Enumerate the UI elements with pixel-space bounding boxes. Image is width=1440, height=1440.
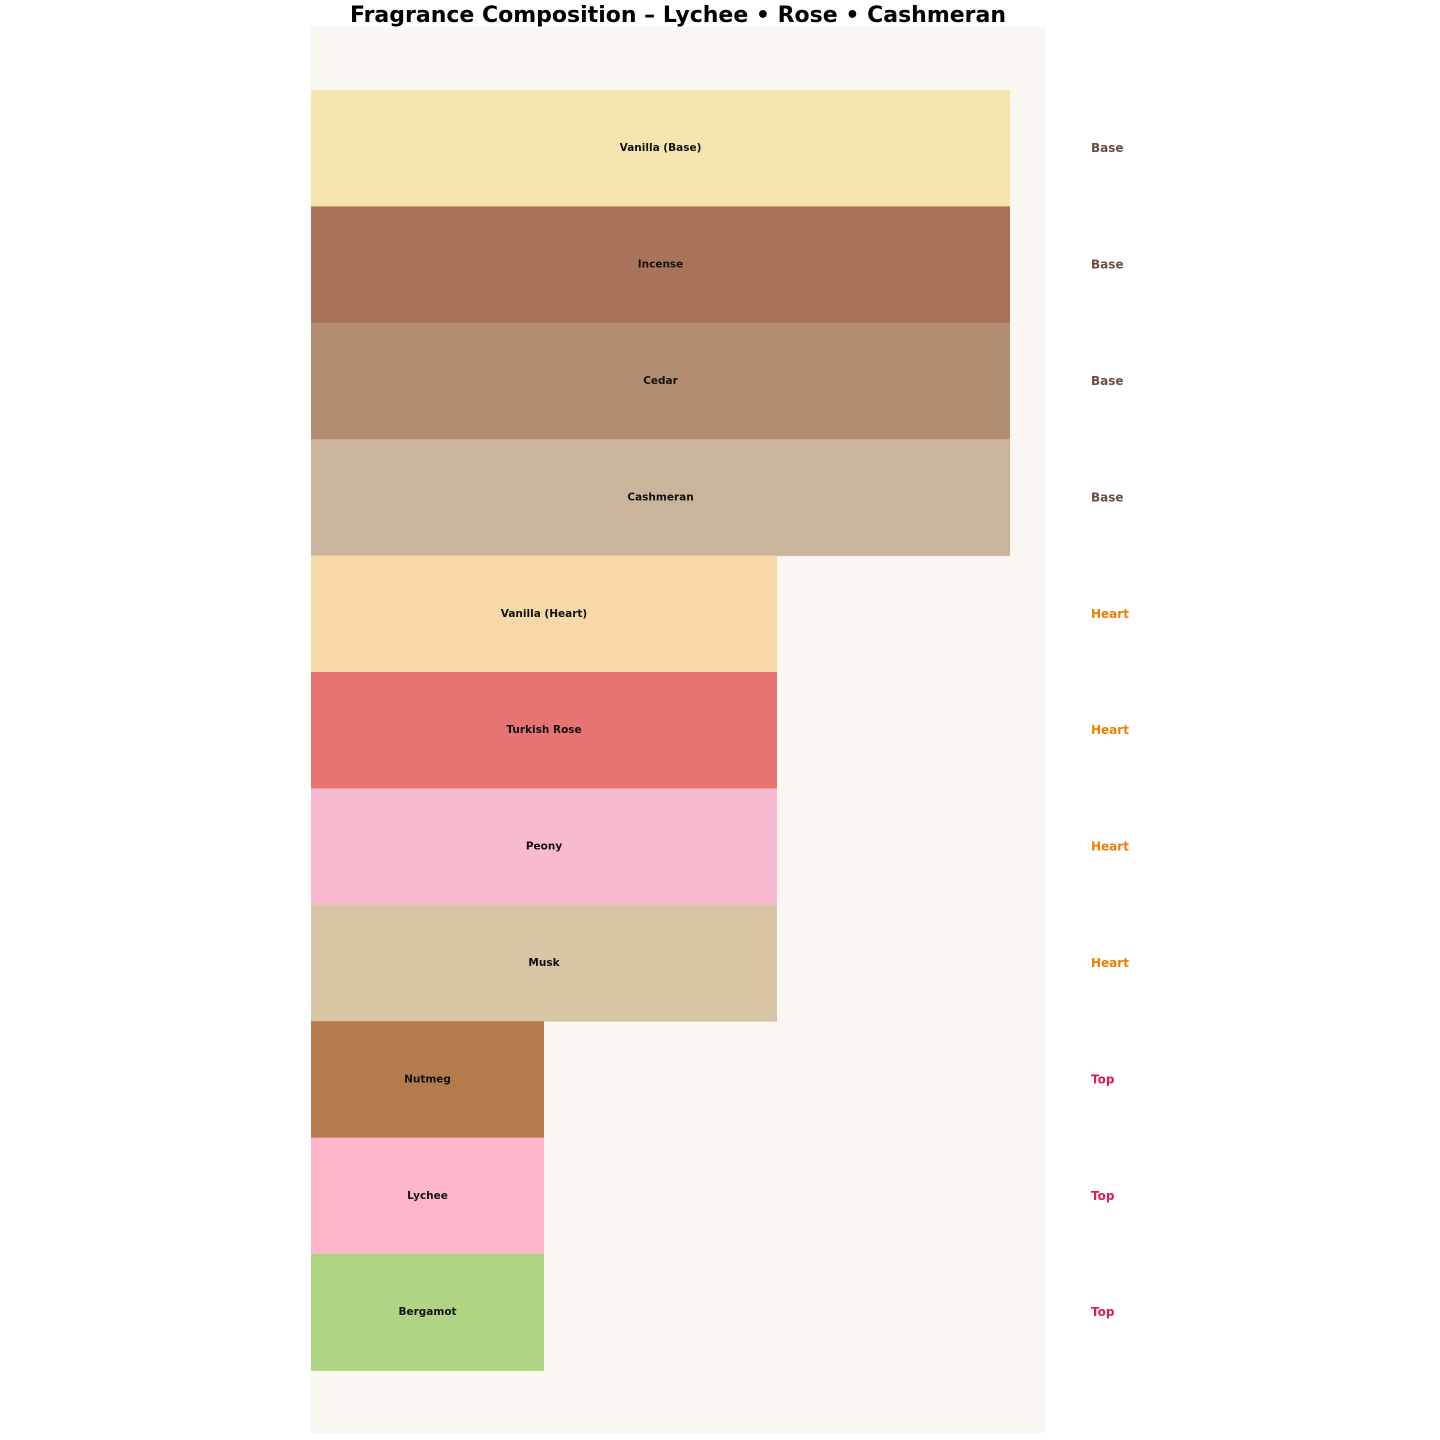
bar-incense [311, 206, 1011, 324]
bar-label-vanilla-heart: Vanilla (Heart) [501, 608, 587, 620]
layer-label-base: Base [1091, 258, 1124, 272]
bar-label-musk: Musk [528, 957, 560, 969]
layer-label-base: Base [1091, 141, 1124, 155]
bar-vanilla-base [311, 90, 1011, 207]
layer-label-base: Base [1091, 374, 1124, 388]
bar-label-nutmeg: Nutmeg [404, 1073, 451, 1085]
layer-label-top: Top [1091, 1189, 1115, 1203]
bar-cedar [311, 322, 1011, 440]
layer-label-heart: Heart [1091, 607, 1129, 621]
bar-labels-group: Vanilla (Base) Incense Cedar Cashmeran Vanil… [398, 142, 701, 1318]
bar-lychee [311, 1137, 545, 1255]
layer-labels-group: Base Base Base Base Heart Heart Heart Heart Top T… [1091, 141, 1129, 1319]
bar-label-incense: Incense [638, 259, 684, 271]
layer-label-top: Top [1091, 1072, 1115, 1086]
bar-peony [311, 788, 778, 906]
bar-vanilla-heart [311, 555, 778, 673]
bar-label-cedar: Cedar [643, 375, 678, 387]
chart-title: Fragrance Composition – Lychee • Rose • … [350, 3, 1006, 28]
layer-label-heart: Heart [1091, 956, 1129, 970]
layer-label-heart: Heart [1091, 840, 1129, 854]
bar-label-peony: Peony [526, 841, 563, 853]
layer-label-top: Top [1091, 1305, 1115, 1319]
bar-label-cashmeran: Cashmeran [627, 491, 693, 503]
bar-cashmeran [311, 439, 1011, 557]
layer-label-base: Base [1091, 490, 1124, 504]
bar-label-bergamot: Bergamot [398, 1306, 456, 1318]
bar-turkish-rose [311, 672, 778, 789]
bar-label-lychee: Lychee [407, 1190, 448, 1202]
bar-label-vanilla-base: Vanilla (Base) [620, 142, 702, 154]
bar-nutmeg [311, 1021, 545, 1139]
bars-group [311, 90, 1011, 1371]
layer-label-heart: Heart [1091, 723, 1129, 737]
bar-label-turkish-rose: Turkish Rose [506, 724, 581, 736]
bar-bergamot [311, 1254, 545, 1371]
bar-musk [311, 904, 778, 1022]
